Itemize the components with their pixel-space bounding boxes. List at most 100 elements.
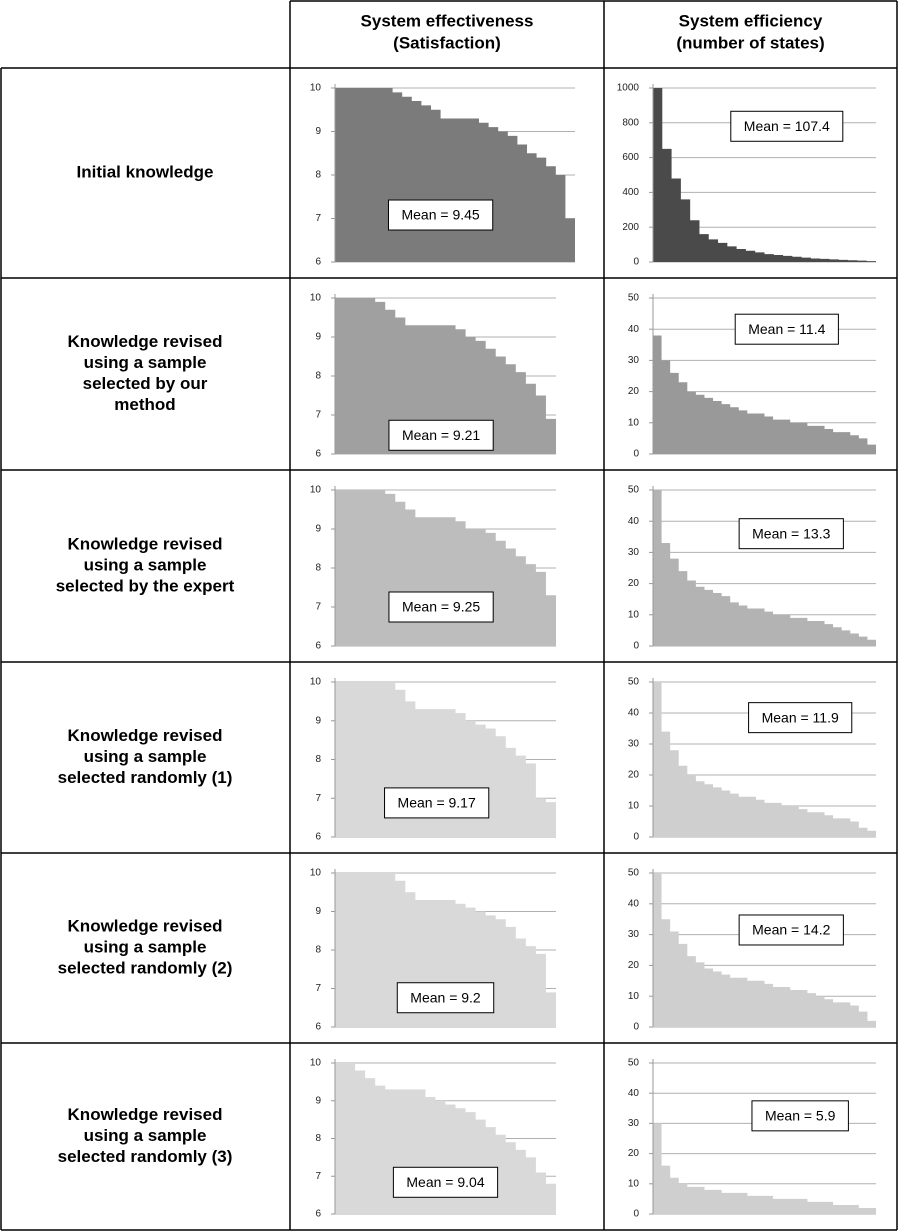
area bbox=[335, 490, 556, 646]
mean-box bbox=[392, 1166, 499, 1198]
column-header: System effectiveness bbox=[361, 11, 534, 30]
mean-box bbox=[738, 518, 844, 550]
y-tick-label: 6 bbox=[315, 257, 321, 268]
mean-label: Mean = 5.9 bbox=[765, 1108, 836, 1124]
y-tick-label: 7 bbox=[315, 793, 321, 804]
y-tick-label: 50 bbox=[628, 293, 640, 304]
mean-box bbox=[748, 702, 853, 734]
y-tick-label: 6 bbox=[315, 1209, 321, 1220]
mean-label: Mean = 11.4 bbox=[748, 321, 825, 337]
y-tick-label: 10 bbox=[310, 677, 322, 688]
y-tick-label: 10 bbox=[310, 868, 322, 879]
mean-box bbox=[730, 110, 844, 142]
row-label: selected randomly (1) bbox=[58, 768, 233, 787]
mean-label: Mean = 9.04 bbox=[406, 1174, 484, 1190]
y-tick-label: 7 bbox=[315, 1171, 321, 1182]
y-tick-label: 9 bbox=[315, 524, 321, 535]
y-tick-label: 10 bbox=[628, 609, 640, 620]
y-tick-label: 10 bbox=[310, 293, 322, 304]
y-tick-label: 40 bbox=[628, 898, 640, 909]
column-header: (number of states) bbox=[676, 33, 824, 52]
y-tick-label: 800 bbox=[622, 117, 639, 128]
y-tick-label: 7 bbox=[315, 602, 321, 613]
y-tick-label: 0 bbox=[633, 1022, 639, 1033]
y-tick-label: 30 bbox=[628, 547, 640, 558]
row-label: method bbox=[114, 395, 175, 414]
mean-label: Mean = 14.2 bbox=[752, 922, 830, 938]
y-tick-label: 8 bbox=[315, 1133, 321, 1144]
row-label: Knowledge revised bbox=[68, 534, 223, 553]
area bbox=[653, 682, 876, 837]
mean-box bbox=[384, 787, 490, 819]
y-tick-label: 20 bbox=[628, 770, 640, 781]
area bbox=[653, 1123, 876, 1214]
area bbox=[335, 88, 575, 262]
y-tick-label: 50 bbox=[628, 868, 640, 879]
row-label: selected randomly (2) bbox=[58, 958, 233, 977]
column-header: System efficiency bbox=[679, 11, 823, 30]
y-tick-label: 9 bbox=[315, 126, 321, 137]
y-tick-label: 10 bbox=[628, 801, 640, 812]
y-tick-label: 8 bbox=[315, 371, 321, 382]
y-tick-label: 40 bbox=[628, 708, 640, 719]
y-tick-label: 0 bbox=[633, 641, 639, 652]
y-tick-label: 20 bbox=[628, 1148, 640, 1159]
y-tick-label: 10 bbox=[628, 991, 640, 1002]
area bbox=[335, 298, 556, 454]
y-tick-label: 10 bbox=[310, 485, 322, 496]
y-tick-label: 7 bbox=[315, 410, 321, 421]
mean-box bbox=[396, 982, 495, 1014]
row-label: using a sample bbox=[84, 555, 207, 574]
mean-label: Mean = 9.21 bbox=[402, 427, 480, 443]
y-tick-label: 50 bbox=[628, 677, 640, 688]
area bbox=[335, 1063, 556, 1214]
y-tick-label: 30 bbox=[628, 355, 640, 366]
y-tick-label: 30 bbox=[628, 1118, 640, 1129]
y-tick-label: 10 bbox=[628, 1178, 640, 1189]
mean-box bbox=[734, 313, 839, 345]
y-tick-label: 7 bbox=[315, 213, 321, 224]
y-tick-label: 8 bbox=[315, 170, 321, 181]
mean-box bbox=[738, 914, 844, 946]
y-tick-label: 9 bbox=[315, 715, 321, 726]
y-tick-label: 200 bbox=[622, 222, 639, 233]
y-tick-label: 6 bbox=[315, 449, 321, 460]
y-tick-label: 10 bbox=[628, 417, 640, 428]
y-tick-label: 0 bbox=[633, 832, 639, 843]
y-tick-label: 0 bbox=[633, 1209, 639, 1220]
mean-box bbox=[388, 419, 494, 451]
row-label: using a sample bbox=[84, 937, 207, 956]
y-tick-label: 10 bbox=[310, 1058, 322, 1069]
y-tick-label: 6 bbox=[315, 641, 321, 652]
row-label: selected by the expert bbox=[56, 576, 235, 595]
mean-label: Mean = 9.17 bbox=[398, 795, 476, 811]
row-label: using a sample bbox=[84, 353, 207, 372]
y-tick-label: 9 bbox=[315, 906, 321, 917]
mean-label: Mean = 13.3 bbox=[752, 525, 830, 541]
y-tick-label: 40 bbox=[628, 324, 640, 335]
y-tick-label: 8 bbox=[315, 945, 321, 956]
y-tick-label: 30 bbox=[628, 739, 640, 750]
mean-label: Mean = 9.25 bbox=[402, 599, 480, 615]
y-tick-label: 7 bbox=[315, 983, 321, 994]
y-tick-label: 6 bbox=[315, 832, 321, 843]
mean-box bbox=[387, 199, 494, 231]
mean-box bbox=[388, 591, 494, 623]
y-tick-label: 40 bbox=[628, 1088, 640, 1099]
mean-label: Mean = 11.9 bbox=[762, 709, 839, 725]
row-label: selected randomly (3) bbox=[58, 1147, 233, 1166]
row-label: using a sample bbox=[84, 747, 207, 766]
y-tick-label: 20 bbox=[628, 386, 640, 397]
y-tick-label: 0 bbox=[633, 449, 639, 460]
mean-label: Mean = 107.4 bbox=[744, 118, 830, 134]
row-label: Knowledge revised bbox=[68, 1105, 223, 1124]
y-tick-label: 400 bbox=[622, 187, 639, 198]
y-tick-label: 8 bbox=[315, 754, 321, 765]
y-tick-label: 10 bbox=[310, 83, 322, 94]
y-tick-label: 50 bbox=[628, 1058, 640, 1069]
y-tick-label: 9 bbox=[315, 332, 321, 343]
row-label: using a sample bbox=[84, 1126, 207, 1145]
y-tick-label: 20 bbox=[628, 960, 640, 971]
mean-label: Mean = 9.45 bbox=[401, 207, 479, 223]
